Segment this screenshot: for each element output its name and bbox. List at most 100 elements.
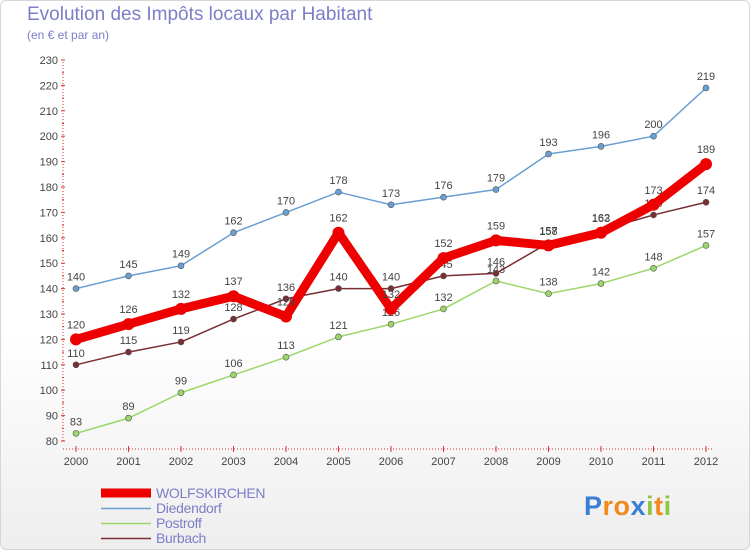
data-point-wolfskirchen bbox=[542, 239, 555, 252]
y-tick-label: 90 bbox=[46, 411, 58, 423]
data-label-wolfskirchen: 189 bbox=[697, 144, 715, 156]
data-point-diedendorf bbox=[335, 188, 342, 196]
legend-swatch-postroff bbox=[101, 522, 151, 525]
data-point-burbach bbox=[492, 270, 500, 277]
data-point-wolfskirchen bbox=[700, 158, 712, 171]
data-label-diedendorf: 149 bbox=[172, 249, 190, 261]
logo-letter: r bbox=[602, 491, 614, 521]
data-point-burbach bbox=[440, 272, 447, 280]
x-tick-label: 2008 bbox=[484, 456, 508, 468]
logo-letter: i bbox=[646, 491, 655, 521]
data-point-postroff bbox=[440, 305, 447, 313]
y-tick-label: 150 bbox=[40, 258, 58, 270]
chart-subtitle: (en € et par an) bbox=[27, 28, 110, 42]
x-tick-label: 2010 bbox=[589, 456, 613, 468]
data-point-burbach bbox=[72, 361, 80, 369]
data-label-diedendorf: 219 bbox=[697, 71, 715, 83]
data-point-diedendorf bbox=[230, 229, 237, 237]
data-point-burbach bbox=[230, 315, 237, 323]
x-tick-label: 2005 bbox=[326, 456, 350, 468]
data-point-postroff bbox=[125, 414, 132, 422]
data-point-diedendorf bbox=[177, 262, 185, 270]
data-label-diedendorf: 173 bbox=[382, 188, 400, 200]
data-label-diedendorf: 162 bbox=[224, 216, 242, 228]
logo-letter: o bbox=[613, 491, 631, 521]
logo-letter: t bbox=[654, 491, 664, 521]
x-tick-label: 2012 bbox=[694, 456, 718, 468]
data-point-postroff bbox=[702, 242, 710, 249]
data-label-diedendorf: 140 bbox=[67, 272, 85, 284]
data-point-postroff bbox=[335, 333, 342, 341]
data-point-diedendorf bbox=[282, 209, 290, 216]
data-point-postroff bbox=[177, 389, 185, 397]
data-label-postroff: 99 bbox=[175, 376, 187, 388]
y-tick-label: 80 bbox=[46, 436, 58, 448]
data-label-burbach: 115 bbox=[120, 335, 138, 347]
data-point-postroff bbox=[597, 280, 605, 287]
data-label-postroff: 138 bbox=[539, 277, 557, 289]
data-point-postroff bbox=[230, 371, 237, 379]
data-point-burbach bbox=[177, 338, 185, 346]
data-point-postroff bbox=[545, 290, 552, 297]
y-tick-label: 140 bbox=[40, 284, 58, 296]
data-label-diedendorf: 179 bbox=[487, 173, 505, 185]
data-point-diedendorf bbox=[387, 201, 395, 209]
data-label-postroff: 113 bbox=[277, 340, 295, 352]
y-tick-label: 200 bbox=[40, 131, 58, 143]
data-point-postroff bbox=[387, 320, 395, 328]
y-tick-label: 190 bbox=[40, 157, 58, 169]
data-label-wolfskirchen: 132 bbox=[382, 289, 400, 301]
legend-swatch-diedendorf bbox=[101, 507, 151, 510]
data-point-postroff bbox=[282, 353, 290, 361]
data-label-wolfskirchen: 132 bbox=[172, 289, 190, 301]
data-label-burbach: 119 bbox=[172, 325, 190, 337]
data-label-diedendorf: 178 bbox=[329, 175, 347, 187]
data-label-wolfskirchen: 157 bbox=[539, 225, 557, 237]
data-label-burbach: 158 bbox=[539, 226, 557, 238]
legend-label-diedendorf: Diedendorf bbox=[156, 500, 222, 516]
data-point-wolfskirchen bbox=[490, 234, 502, 247]
x-tick-label: 2006 bbox=[379, 456, 403, 468]
data-point-wolfskirchen bbox=[437, 252, 450, 265]
data-point-wolfskirchen bbox=[122, 318, 135, 331]
data-label-wolfskirchen: 126 bbox=[119, 304, 137, 316]
logo-letter: x bbox=[630, 491, 647, 521]
data-point-postroff bbox=[650, 264, 657, 272]
y-tick-label: 210 bbox=[40, 106, 58, 118]
data-label-wolfskirchen: 129 bbox=[277, 297, 295, 309]
data-label-postroff: 83 bbox=[70, 416, 82, 428]
data-label-wolfskirchen: 152 bbox=[434, 238, 452, 250]
data-point-wolfskirchen bbox=[70, 333, 82, 346]
data-label-burbach: 110 bbox=[67, 348, 85, 360]
data-label-postroff: 106 bbox=[224, 358, 242, 370]
data-label-burbach: 136 bbox=[277, 282, 295, 294]
data-point-wolfskirchen bbox=[332, 226, 345, 239]
data-point-diedendorf bbox=[650, 132, 657, 140]
legend-label-postroff: Postroff bbox=[156, 515, 202, 531]
data-label-diedendorf: 176 bbox=[434, 180, 452, 192]
data-label-postroff: 89 bbox=[122, 401, 134, 413]
data-label-wolfskirchen: 173 bbox=[644, 185, 662, 197]
data-point-diedendorf bbox=[72, 285, 80, 292]
logo-letter: i bbox=[663, 491, 672, 521]
data-point-burbach bbox=[282, 295, 290, 303]
data-point-burbach bbox=[702, 198, 710, 206]
x-tick-label: 2009 bbox=[536, 456, 560, 468]
data-label-wolfskirchen: 137 bbox=[224, 276, 242, 288]
x-tick-label: 2000 bbox=[64, 456, 88, 468]
data-point-diedendorf bbox=[545, 150, 552, 158]
data-label-diedendorf: 170 bbox=[277, 195, 295, 207]
data-label-burbach: 146 bbox=[487, 256, 505, 268]
data-point-wolfskirchen bbox=[227, 290, 240, 303]
data-label-postroff: 132 bbox=[434, 292, 452, 304]
logo-letter: P bbox=[584, 491, 603, 521]
data-point-diedendorf bbox=[702, 84, 710, 92]
data-label-burbach: 140 bbox=[382, 272, 400, 284]
x-tick-label: 2003 bbox=[221, 456, 245, 468]
y-tick-label: 170 bbox=[40, 207, 58, 219]
data-label-postroff: 157 bbox=[697, 228, 715, 240]
data-point-wolfskirchen bbox=[647, 198, 660, 211]
legend-swatch-wolfskirchen bbox=[101, 488, 151, 498]
